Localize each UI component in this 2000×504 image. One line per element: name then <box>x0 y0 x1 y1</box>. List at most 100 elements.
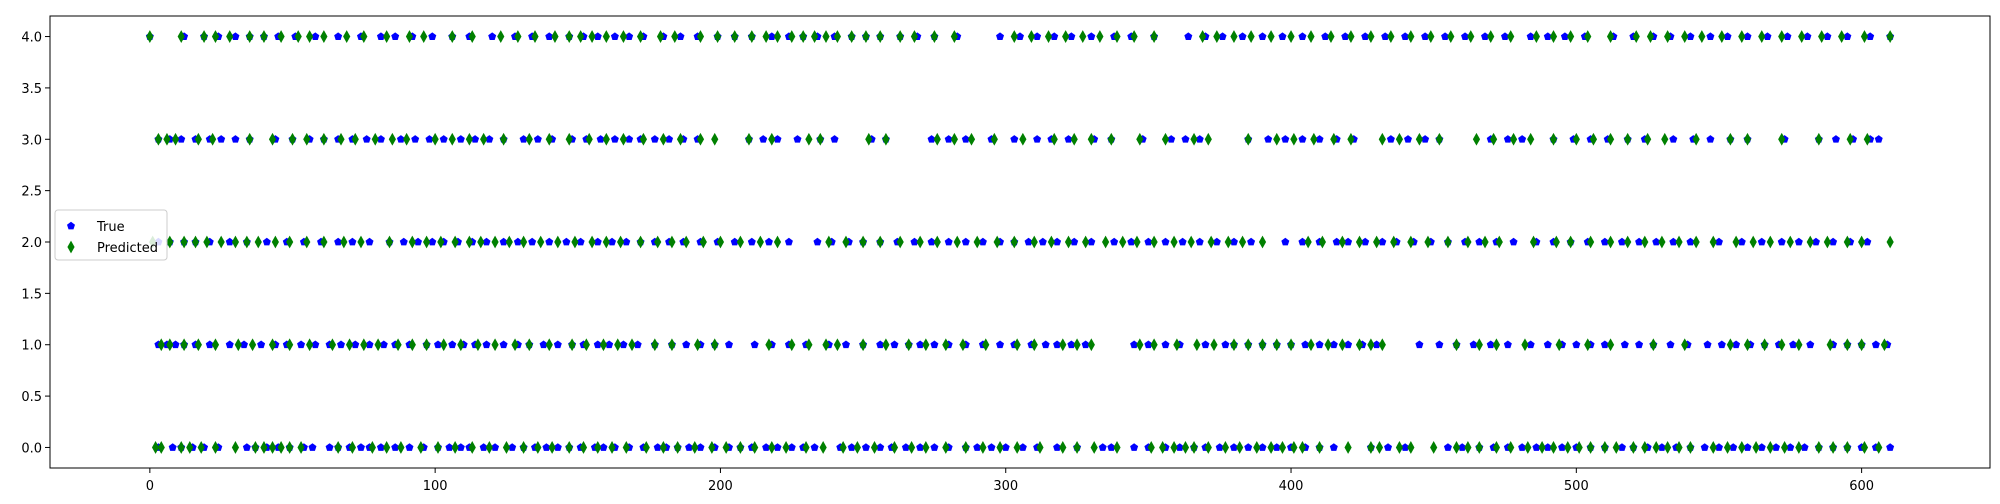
predicted-point <box>1159 441 1167 454</box>
predicted-point <box>1113 30 1121 43</box>
predicted-point <box>696 30 705 43</box>
true-point <box>1329 443 1338 451</box>
true-point <box>1871 340 1880 349</box>
predicted-point <box>351 132 359 146</box>
true-point <box>1067 32 1076 40</box>
true-point <box>337 340 345 349</box>
true-point <box>542 443 551 451</box>
predicted-point <box>765 338 773 352</box>
predicted-point <box>1795 338 1803 352</box>
true-point <box>1024 237 1033 246</box>
predicted-point <box>1681 30 1689 43</box>
true-point <box>1475 237 1484 246</box>
predicted-point <box>151 441 160 454</box>
true-point <box>348 237 357 246</box>
predicted-point <box>1073 338 1081 352</box>
true-point <box>1161 237 1170 246</box>
predicted-point <box>996 441 1004 454</box>
true-point <box>1732 340 1741 349</box>
predicted-point <box>736 441 745 454</box>
y-tick-label: 3.5 <box>21 82 42 97</box>
predicted-point <box>374 338 382 352</box>
predicted-point <box>642 441 650 454</box>
predicted-point <box>1150 235 1158 249</box>
true-point <box>633 340 642 349</box>
predicted-point <box>1795 441 1803 454</box>
predicted-point <box>1059 441 1067 454</box>
true-point <box>485 135 494 143</box>
predicted-point <box>1806 235 1814 249</box>
x-tick-label: 300 <box>993 479 1018 494</box>
predicted-point <box>491 338 499 352</box>
true-point <box>1786 443 1795 451</box>
predicted-point <box>1119 235 1127 249</box>
true-point <box>1526 340 1535 349</box>
true-point <box>1130 443 1139 451</box>
true-point <box>1829 237 1838 246</box>
predicted-point <box>345 338 354 352</box>
predicted-point <box>1681 338 1689 352</box>
true-point <box>1503 340 1512 349</box>
predicted-point <box>403 132 411 146</box>
true-point <box>961 135 970 143</box>
predicted-point <box>1230 338 1238 352</box>
predicted-point <box>417 441 425 454</box>
predicted-point <box>268 338 277 352</box>
predicted-point <box>788 338 796 352</box>
predicted-point <box>500 132 508 146</box>
true-point <box>1247 237 1256 246</box>
predicted-point <box>1304 235 1312 249</box>
predicted-point <box>1564 441 1572 454</box>
predicted-point <box>882 338 890 352</box>
true-point <box>1167 135 1176 143</box>
predicted-point <box>950 132 958 146</box>
predicted-point <box>1198 30 1207 43</box>
predicted-point <box>1606 338 1615 352</box>
predicted-point <box>1064 235 1073 249</box>
predicted-point <box>519 235 528 249</box>
predicted-point <box>579 441 588 454</box>
predicted-point <box>1601 441 1609 454</box>
true-point <box>1281 135 1290 143</box>
predicted-point <box>614 338 622 352</box>
true-point <box>411 135 420 143</box>
predicted-point <box>1778 30 1786 43</box>
predicted-point <box>1492 441 1501 454</box>
predicted-point <box>865 132 873 146</box>
predicted-point <box>1395 132 1404 146</box>
true-point <box>1038 237 1047 246</box>
true-point <box>1195 135 1204 143</box>
true-point <box>448 340 457 349</box>
predicted-point <box>696 132 705 146</box>
true-point <box>545 32 554 40</box>
predicted-point <box>594 441 602 454</box>
predicted-point <box>422 338 431 352</box>
true-point <box>545 237 554 246</box>
predicted-point <box>286 441 294 454</box>
predicted-point <box>451 441 459 454</box>
true-point <box>622 237 631 246</box>
predicted-point <box>1606 30 1615 43</box>
true-point <box>1706 135 1715 143</box>
predicted-point <box>1213 30 1221 43</box>
predicted-point <box>882 132 890 146</box>
predicted-point <box>1347 132 1355 146</box>
predicted-point <box>448 30 456 43</box>
true-point <box>996 340 1005 349</box>
true-point <box>553 340 562 349</box>
predicted-point <box>1224 235 1232 249</box>
predicted-point <box>511 338 519 352</box>
true-point <box>750 340 759 349</box>
true-point <box>1518 135 1527 143</box>
true-point <box>356 443 365 451</box>
predicted-point <box>1709 235 1717 249</box>
predicted-point <box>1658 235 1666 249</box>
predicted-point <box>1649 338 1657 352</box>
true-point <box>1378 237 1387 246</box>
predicted-point <box>1253 441 1261 454</box>
predicted-point <box>1521 338 1529 352</box>
predicted-point <box>1823 235 1831 249</box>
true-point <box>847 443 856 451</box>
predicted-point <box>942 338 950 352</box>
predicted-point <box>1079 30 1087 43</box>
